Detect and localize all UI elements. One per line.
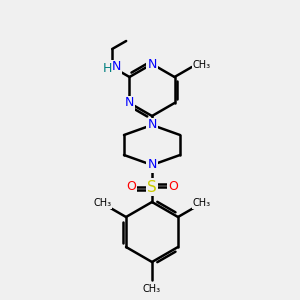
- Text: CH₃: CH₃: [193, 60, 211, 70]
- Text: S: S: [147, 179, 157, 194]
- Text: N: N: [125, 97, 134, 110]
- Text: O: O: [126, 181, 136, 194]
- Text: CH₃: CH₃: [143, 284, 161, 294]
- Text: CH₃: CH₃: [192, 199, 210, 208]
- Text: CH₃: CH₃: [94, 199, 112, 208]
- Text: N: N: [147, 158, 157, 172]
- Text: O: O: [168, 181, 178, 194]
- Text: N: N: [112, 61, 121, 74]
- Text: N: N: [147, 118, 157, 131]
- Text: N: N: [147, 58, 157, 70]
- Text: H: H: [103, 62, 112, 76]
